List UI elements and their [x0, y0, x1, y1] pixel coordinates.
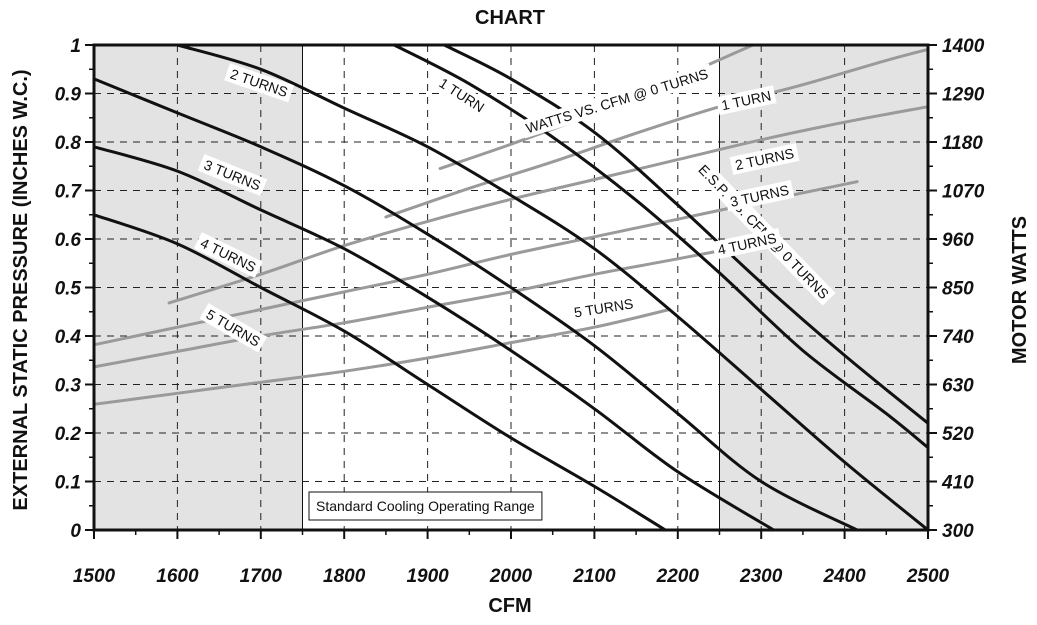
y-tick-label: 0.4 — [55, 327, 82, 348]
watts-label-background — [568, 293, 639, 323]
x-tick-label: 1800 — [323, 566, 366, 587]
range-label-box: Standard Cooling Operating Range — [308, 491, 543, 521]
x-tick-label: 2400 — [822, 566, 866, 587]
y-tick-label: 0.8 — [55, 133, 82, 154]
watts-label-background — [715, 85, 777, 116]
pressure-curve — [92, 145, 776, 532]
x-axis-title: CFM — [488, 595, 531, 617]
pressure-curve — [175, 43, 930, 532]
y-tick-label: 0 — [70, 521, 81, 542]
watts-label-background — [729, 143, 800, 175]
range-label-frame — [308, 491, 543, 521]
x-tick-label: 2500 — [906, 566, 950, 587]
pressure-curve — [392, 43, 930, 450]
x-tick-label: 1600 — [156, 566, 199, 587]
watts-label-background — [724, 179, 795, 212]
y2-tick-label: 1070 — [942, 182, 985, 203]
y-axis-title: EXTERNAL STATIC PRESSURE (INCHES W.C.) — [10, 69, 32, 510]
y2-tick-label: 520 — [942, 424, 974, 445]
pressure-label-background — [199, 303, 268, 353]
y-tick-label: 0.9 — [55, 85, 82, 106]
y2-tick-label: 410 — [941, 473, 974, 494]
x-tick-label: 1900 — [406, 566, 449, 587]
y2-tick-label: 1180 — [942, 133, 983, 154]
watts-curve — [167, 105, 930, 305]
y2-tick-label: 300 — [942, 521, 974, 542]
y-tick-label: 0.6 — [55, 230, 82, 251]
watts-label-background — [519, 63, 715, 139]
axis-ticks: 1500 1600 1700 1800 1900 2000 2100 2200 2300 2400… — [55, 36, 985, 587]
x-tick-label: 2300 — [739, 566, 783, 587]
pressure-label-background — [193, 232, 263, 278]
pressure-curve — [92, 77, 859, 532]
y-tick-label: 0.7 — [55, 182, 83, 203]
x-tick-label: 2100 — [572, 566, 616, 587]
y2-tick-label: 960 — [942, 230, 974, 251]
y-tick-label: 0.5 — [55, 279, 82, 300]
x-tick-label: 2200 — [656, 566, 700, 587]
y-tick-label: 0.2 — [55, 424, 82, 445]
watts-curve — [384, 47, 930, 219]
x-tick-label: 1700 — [240, 566, 283, 587]
y-tick-label: 0.1 — [55, 473, 81, 494]
y-tick-label: 1 — [70, 36, 81, 57]
y2-tick-label: 630 — [942, 376, 974, 397]
y2-tick-label: 1400 — [942, 36, 985, 57]
x-tick-label: 2000 — [489, 566, 533, 587]
watts-label-background — [712, 227, 782, 260]
y2-tick-label: 850 — [942, 279, 974, 300]
watts-curve — [92, 308, 671, 406]
pressure-curve — [92, 213, 667, 532]
range-label: Standard Cooling Operating Range — [316, 498, 535, 514]
pressure-curves — [92, 43, 930, 532]
pressure-label-background — [432, 71, 492, 119]
y2-tick-label: 740 — [942, 327, 974, 348]
pressure-label-background — [224, 63, 295, 103]
y-tick-label: 0.3 — [55, 376, 82, 397]
y2-tick-label: 1290 — [942, 85, 985, 106]
x-tick-label: 1500 — [73, 566, 116, 587]
chart-title: CHART — [475, 7, 545, 29]
grid — [94, 45, 928, 530]
pressure-curve — [442, 43, 930, 425]
pressure-label-background — [197, 153, 268, 197]
watts-curve — [92, 239, 771, 369]
y2-axis-title: MOTOR WATTS — [1009, 216, 1031, 364]
